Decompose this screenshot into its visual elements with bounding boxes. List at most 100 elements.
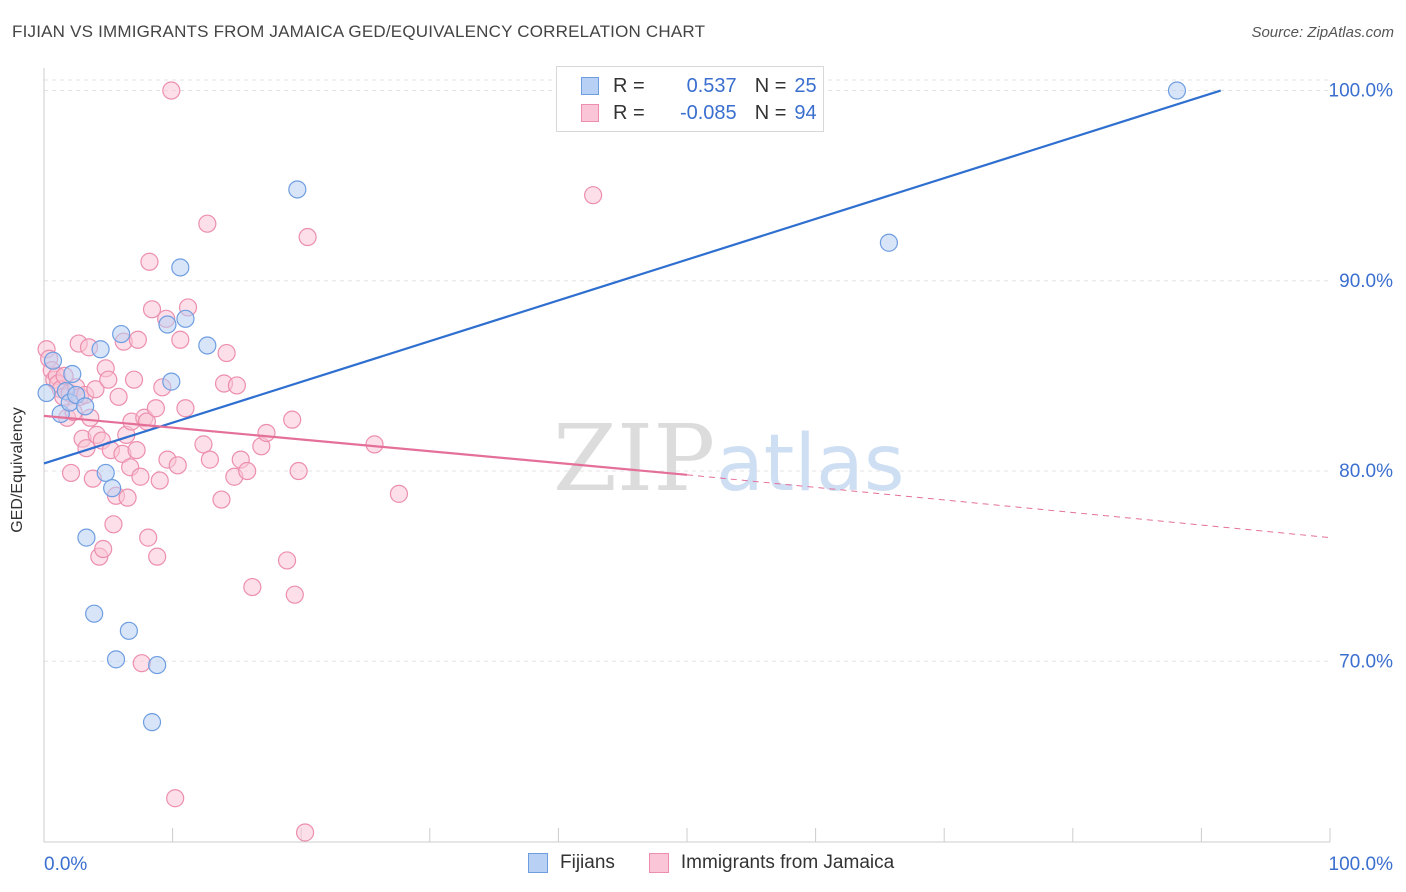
fijians-point xyxy=(148,655,167,675)
y-tick-label: 70.0% xyxy=(1339,651,1393,672)
jamaica-trend-extension xyxy=(686,474,1331,539)
fijians-swatch xyxy=(581,77,599,95)
fijians-point xyxy=(158,315,177,334)
y-tick-label: 100.0% xyxy=(1329,81,1394,102)
jamaica-point xyxy=(298,227,317,247)
fijians-point xyxy=(879,233,899,252)
jamaica-point xyxy=(94,539,113,559)
fijians-point xyxy=(198,336,217,355)
fijians-point xyxy=(171,258,190,277)
jamaica-point xyxy=(128,330,147,349)
chart-title: FIJIAN VS IMMIGRANTS FROM JAMAICA GED/EQ… xyxy=(12,22,706,41)
r-label: R = xyxy=(613,101,645,124)
scatter-points xyxy=(37,81,1187,842)
jamaica-point xyxy=(198,214,217,233)
stats-legend: R = 0.537 N = 25 R = -0.085 N = 94 xyxy=(556,66,824,132)
jamaica-point xyxy=(283,410,302,429)
gridlines xyxy=(44,79,1330,662)
x-tick-label-max: 100.0% xyxy=(1329,854,1394,875)
series-legend: Fijians Immigrants from Jamaica xyxy=(528,852,928,874)
jamaica-point xyxy=(194,435,213,454)
fijians-point xyxy=(288,180,307,199)
fijians-point xyxy=(119,621,138,640)
watermark-zip: ZIP xyxy=(553,405,715,512)
jamaica-point xyxy=(212,490,231,509)
fijians-n-value: 25 xyxy=(794,74,817,97)
jamaica-point xyxy=(227,376,246,395)
fijians-point xyxy=(112,324,131,344)
fijians-point xyxy=(37,383,56,403)
fijians-point xyxy=(76,397,95,416)
source-credit: Source: ZipAtlas.com xyxy=(1251,24,1394,41)
jamaica-point xyxy=(118,488,137,507)
fijians-point xyxy=(142,713,162,732)
fijians-legend-label: Fijians xyxy=(560,852,615,873)
fijians-point xyxy=(77,528,96,547)
jamaica-point xyxy=(132,654,151,673)
jamaica-point xyxy=(162,81,181,100)
legend-item-fijians[interactable]: Fijians xyxy=(528,852,615,874)
fijians-point xyxy=(43,351,63,370)
jamaica-point xyxy=(389,484,409,503)
jamaica-point xyxy=(295,823,315,842)
fijians-point xyxy=(106,650,126,669)
fijians-point xyxy=(85,604,104,623)
y-tick-label: 90.0% xyxy=(1339,271,1393,292)
r-label: R = xyxy=(613,74,645,97)
y-tick-label: 80.0% xyxy=(1339,461,1393,482)
watermark-atlas: atlas xyxy=(716,419,905,509)
fijians-r-value: 0.537 xyxy=(686,74,737,97)
jamaica-point xyxy=(140,252,159,271)
jamaica-point xyxy=(285,585,304,604)
legend-item-jamaica[interactable]: Immigrants from Jamaica xyxy=(648,852,895,874)
jamaica-legend-swatch xyxy=(648,853,669,873)
jamaica-point xyxy=(277,551,297,570)
jamaica-point xyxy=(131,467,150,486)
jamaica-point xyxy=(176,399,195,418)
fijians-point xyxy=(1167,81,1187,100)
legend-row-fijians: R = 0.537 N = 25 xyxy=(581,74,817,98)
jamaica-point xyxy=(99,370,118,389)
trend-lines xyxy=(43,89,1331,539)
legend-row-jamaica: R = -0.085 N = 94 xyxy=(581,101,817,125)
y-axis-label: GED/Equivalency xyxy=(9,407,26,533)
jamaica-point xyxy=(86,380,105,399)
watermark: ZIP atlas xyxy=(553,405,905,512)
jamaica-point xyxy=(127,440,146,460)
jamaica-point xyxy=(200,450,219,469)
n-label: N = xyxy=(754,74,787,97)
jamaica-point xyxy=(150,471,169,490)
fijians-point xyxy=(63,364,82,384)
tick-labels: 70.0% 80.0% 90.0% 100.0% 0.0% 100.0% xyxy=(44,81,1393,875)
jamaica-point xyxy=(104,515,123,534)
fijians-point xyxy=(96,463,115,483)
jamaica-point xyxy=(166,789,185,808)
fijians-trend-line xyxy=(43,89,1222,465)
x-tick-label-min: 0.0% xyxy=(44,854,87,875)
jamaica-r-value: -0.085 xyxy=(679,101,737,124)
jamaica-point xyxy=(61,463,81,483)
jamaica-point xyxy=(257,423,276,443)
fijians-point xyxy=(162,372,181,391)
fijians-point xyxy=(176,309,195,328)
jamaica-point xyxy=(168,456,187,475)
jamaica-n-value: 94 xyxy=(794,101,817,124)
fijians-point xyxy=(91,340,110,359)
jamaica-point xyxy=(365,435,384,454)
jamaica-point xyxy=(171,330,190,349)
jamaica-point xyxy=(584,186,603,205)
jamaica-point xyxy=(124,370,144,389)
jamaica-point xyxy=(146,399,165,418)
jamaica-legend-label: Immigrants from Jamaica xyxy=(680,852,895,873)
fijians-legend-swatch xyxy=(528,853,548,873)
jamaica-point xyxy=(148,547,167,566)
jamaica-point xyxy=(109,387,128,406)
jamaica-point xyxy=(217,343,236,363)
fijians-point xyxy=(103,479,122,498)
jamaica-trend-line xyxy=(43,414,688,476)
jamaica-point xyxy=(238,461,257,481)
jamaica-point xyxy=(243,577,262,597)
axes xyxy=(43,68,1331,843)
jamaica-point xyxy=(139,528,158,547)
